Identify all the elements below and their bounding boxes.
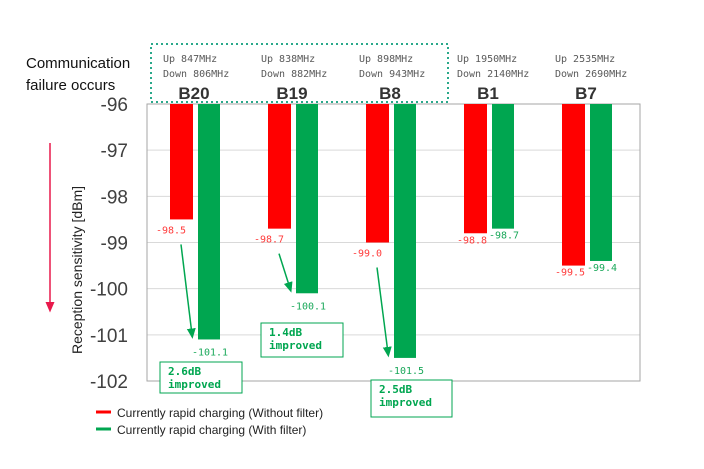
- legend-label: Currently rapid charging (With filter): [117, 423, 306, 437]
- y-axis-label: Reception sensitivity [dBm]: [69, 186, 85, 354]
- y-tick-label: -101: [90, 326, 128, 347]
- category-down-freq: Down 806MHz: [163, 69, 229, 80]
- improvement-text: improved: [379, 396, 432, 409]
- bar-with-filter: [296, 104, 318, 294]
- category-label: B8: [379, 84, 401, 103]
- improvement-value: 2.6dB: [168, 365, 201, 378]
- category-label: B7: [575, 84, 597, 103]
- category-up-freq: Up 1950MHz: [457, 54, 517, 65]
- y-axis-unit: [dBm]: [69, 186, 85, 223]
- bar-without-filter: [464, 104, 487, 234]
- data-label: -99.4: [587, 263, 617, 274]
- category-down-freq: Down 2140MHz: [457, 69, 529, 80]
- category-up-freq: Up 2535MHz: [555, 54, 615, 65]
- bar-without-filter: [268, 104, 291, 229]
- improvement-arrow: [180, 244, 196, 339]
- data-label: -98.7: [254, 235, 284, 246]
- category-down-freq: Down 2690MHz: [555, 69, 627, 80]
- y-tick-label: -102: [90, 372, 128, 393]
- data-label: -98.5: [156, 225, 186, 236]
- improvement-arrow: [278, 253, 293, 293]
- y-tick-label: -99: [101, 234, 128, 255]
- category-up-freq: Up 898MHz: [359, 54, 413, 65]
- legend-label: Currently rapid charging (Without filter…: [117, 406, 323, 420]
- bar-with-filter: [492, 104, 514, 229]
- data-label: -100.1: [290, 301, 326, 312]
- bar-without-filter: [366, 104, 389, 243]
- failure-note: failure occurs: [26, 77, 115, 94]
- data-label: -99.0: [352, 249, 382, 260]
- category-label: B20: [178, 84, 209, 103]
- data-label: -98.7: [489, 231, 519, 242]
- data-label: -101.5: [388, 366, 424, 377]
- improvement-text: improved: [269, 339, 322, 352]
- category-down-freq: Down 882MHz: [261, 69, 327, 80]
- improvement-arrow: [376, 267, 392, 358]
- data-label: -98.8: [457, 235, 487, 246]
- category-up-freq: Up 838MHz: [261, 54, 315, 65]
- y-tick-label: -97: [101, 141, 128, 162]
- improvement-text: improved: [168, 378, 221, 391]
- y-tick-label: -96: [101, 95, 128, 116]
- highlight-box: [150, 43, 449, 103]
- improvement-box: [370, 379, 453, 418]
- y-tick-label: -100: [90, 280, 128, 301]
- y-tick-label: -98: [101, 187, 128, 208]
- bar-without-filter: [562, 104, 585, 266]
- bar-with-filter: [590, 104, 612, 261]
- improvement-value: 1.4dB: [269, 326, 302, 339]
- failure-note: Communication: [26, 55, 130, 72]
- bar-with-filter: [394, 104, 416, 358]
- category-label: B19: [276, 84, 307, 103]
- improvement-box: [159, 361, 243, 394]
- category-down-freq: Down 943MHz: [359, 69, 425, 80]
- y-axis-title: Reception sensitivity: [69, 223, 85, 355]
- improvement-box: [260, 322, 344, 358]
- bar-with-filter: [198, 104, 220, 340]
- improvement-value: 2.5dB: [379, 383, 412, 396]
- category-up-freq: Up 847MHz: [163, 54, 217, 65]
- category-label: B1: [477, 84, 499, 103]
- bar-without-filter: [170, 104, 193, 220]
- data-label: -101.1: [192, 347, 228, 358]
- data-label: -99.5: [555, 268, 585, 279]
